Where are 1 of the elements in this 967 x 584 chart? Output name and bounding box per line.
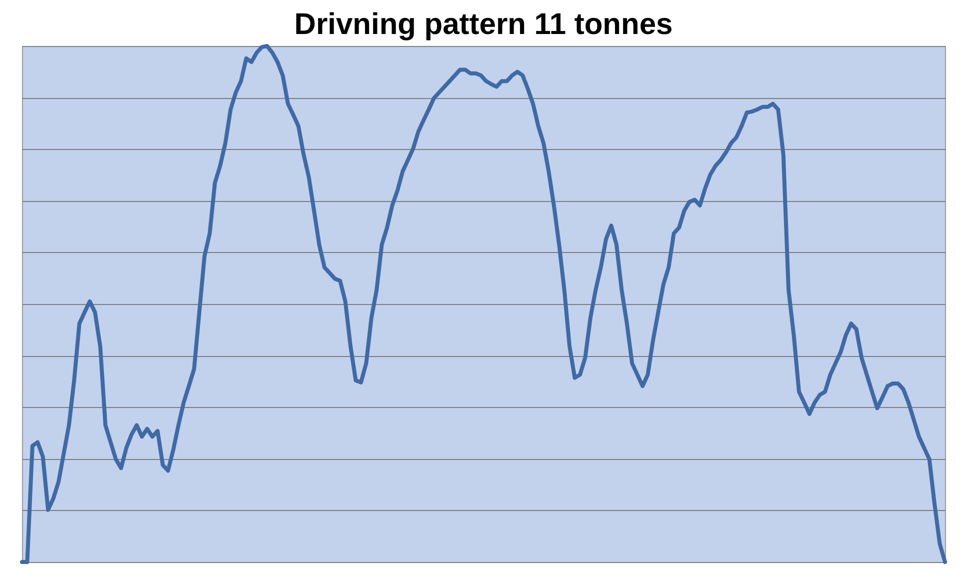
chart-title: Drivning pattern 11 tonnes (294, 8, 673, 41)
